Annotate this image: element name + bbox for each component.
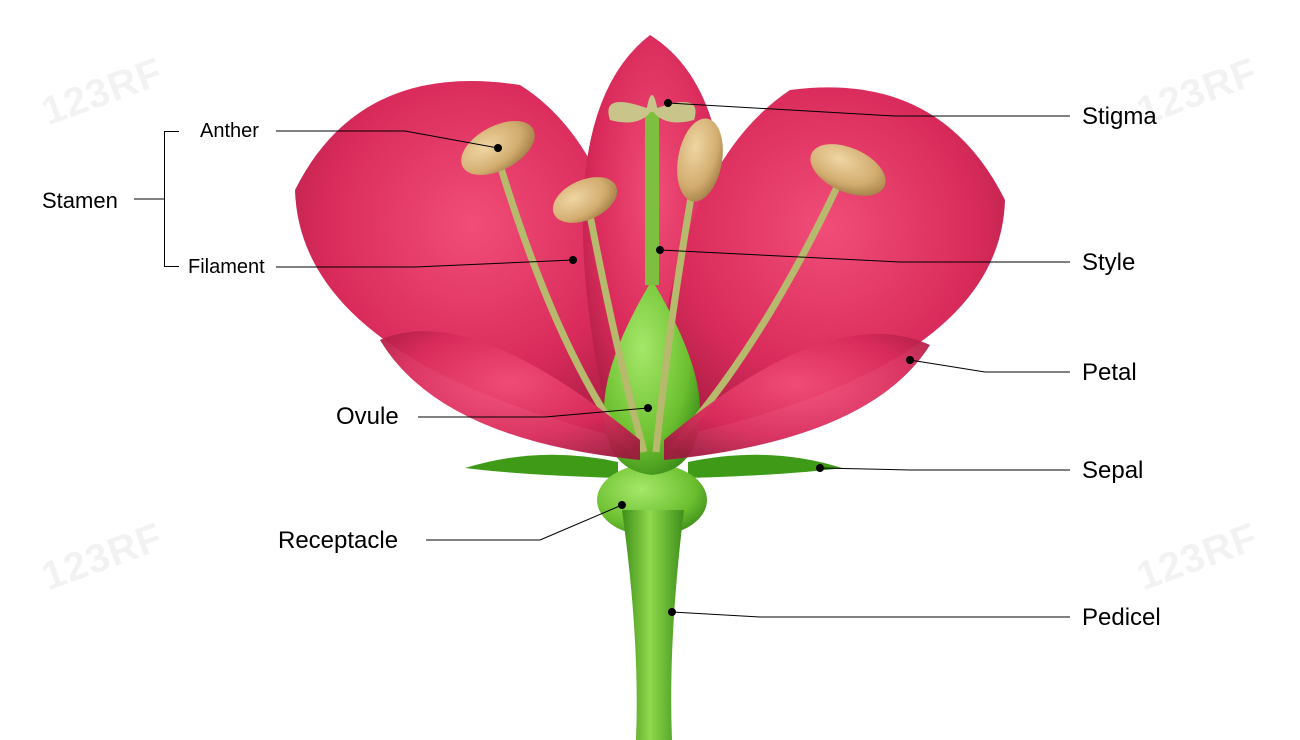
label-receptacle: Receptacle bbox=[278, 527, 398, 555]
label-pedicel: Pedicel bbox=[1082, 604, 1161, 632]
label-stamen: Stamen bbox=[42, 188, 118, 214]
dot-filament bbox=[569, 256, 577, 264]
dot-ovule bbox=[644, 404, 652, 412]
dot-anther bbox=[494, 144, 502, 152]
label-filament: Filament bbox=[188, 256, 265, 279]
dot-sepal bbox=[816, 464, 824, 472]
flower-anatomy-diagram: 123RF 123RF 123RF 123RF bbox=[0, 0, 1300, 740]
dot-petal bbox=[906, 356, 914, 364]
dot-pedicel bbox=[668, 608, 676, 616]
label-anther: Anther bbox=[200, 120, 259, 143]
stamen-bracket bbox=[164, 131, 165, 267]
label-petal: Petal bbox=[1082, 359, 1137, 387]
dot-stigma bbox=[664, 99, 672, 107]
dot-receptacle bbox=[618, 501, 626, 509]
label-ovule: Ovule bbox=[336, 403, 399, 431]
label-sepal: Sepal bbox=[1082, 457, 1143, 485]
dot-style bbox=[656, 246, 664, 254]
label-style: Style bbox=[1082, 249, 1135, 277]
label-stigma: Stigma bbox=[1082, 103, 1157, 131]
